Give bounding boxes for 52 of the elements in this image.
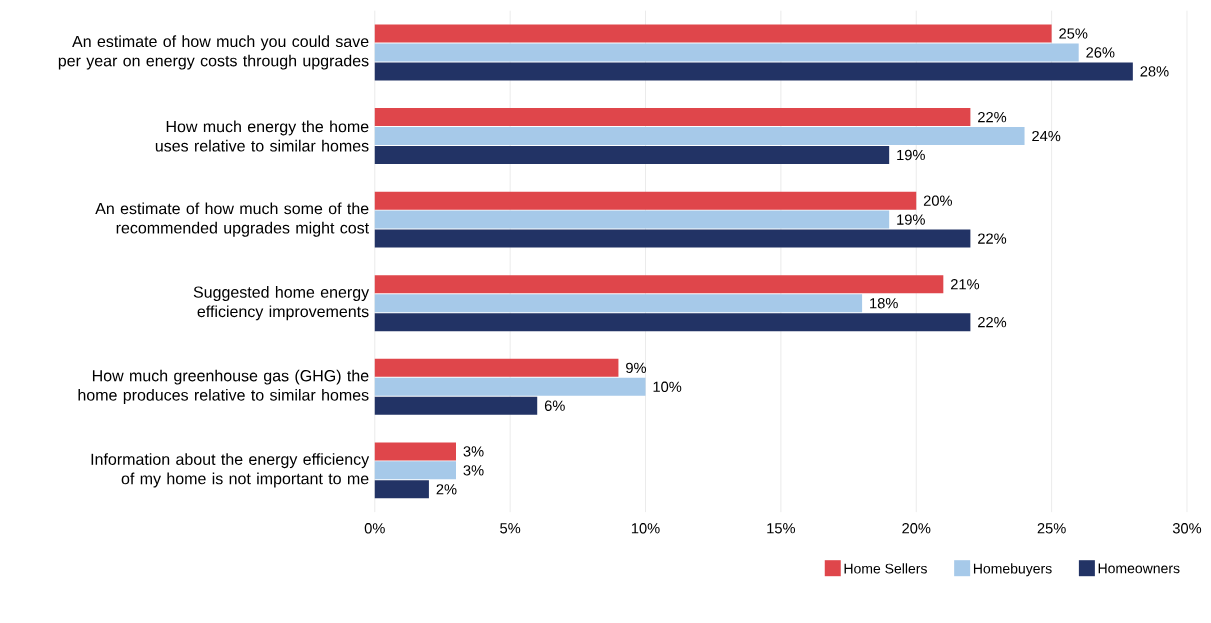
legend-label: Home Sellers: [844, 563, 927, 574]
y-tick-label: How much energy the home uses relative to similar homes: [155, 120, 369, 152]
data-label: 9%: [626, 362, 647, 374]
bar: [374, 43, 1079, 62]
legend-label: Homeowners: [1098, 563, 1180, 574]
bar: [374, 313, 971, 332]
data-label: 22%: [978, 112, 1007, 123]
legend-label: Homebuyers: [973, 563, 1052, 577]
data-label: 20%: [923, 195, 953, 206]
data-label: 25%: [1059, 28, 1088, 39]
x-tick-label: 20%: [902, 523, 931, 534]
y-tick-label: An estimate of how much you could save per year on energy costs through upgrades: [58, 35, 369, 70]
bar: [374, 461, 456, 480]
x-tick-label: 10%: [631, 523, 660, 534]
y-tick-label: An estimate of how much some of the recommended upgrades might cost: [95, 202, 369, 237]
bar: [374, 108, 971, 127]
bar: [374, 396, 538, 415]
y-tick-label: How much greenhouse gas (GHG) the home produces relative to similar homes: [78, 369, 369, 404]
x-tick-label: 0%: [364, 523, 385, 534]
data-label: 3%: [463, 465, 484, 476]
bar: [374, 191, 917, 210]
data-label: 18%: [870, 298, 898, 309]
y-tick-label: Suggested home energy efficiency improvements: [193, 286, 370, 321]
bar: [374, 377, 646, 396]
bar: [374, 229, 971, 248]
data-label: 28%: [1140, 66, 1169, 77]
bar: [374, 210, 890, 229]
data-label: 24%: [1032, 130, 1061, 142]
data-label: 22%: [978, 233, 1007, 244]
data-label: 10%: [653, 381, 682, 393]
data-label: 2%: [436, 484, 457, 495]
y-tick-label: Information about the energy efficiency of my home is not important to me: [91, 453, 370, 488]
bar: [374, 127, 1025, 146]
data-label: 3%: [463, 446, 484, 457]
data-label: 26%: [1086, 47, 1115, 58]
x-tick-label: 5%: [500, 523, 521, 534]
x-tick-label: 25%: [1037, 523, 1066, 534]
x-tick-label: 30%: [1172, 523, 1202, 534]
data-label: 19%: [897, 149, 925, 161]
data-label: 6%: [544, 400, 565, 411]
bar: [374, 146, 890, 165]
x-tick-label: 15%: [767, 523, 796, 534]
bar: [374, 275, 944, 294]
data-label: 19%: [897, 214, 925, 225]
data-label: 22%: [978, 317, 1007, 328]
bar: [374, 442, 456, 461]
bar: [374, 358, 619, 377]
bar: [374, 24, 1052, 43]
bar: [374, 62, 1133, 81]
bar: [374, 480, 429, 499]
data-label: 21%: [950, 279, 980, 290]
bar: [374, 294, 863, 313]
